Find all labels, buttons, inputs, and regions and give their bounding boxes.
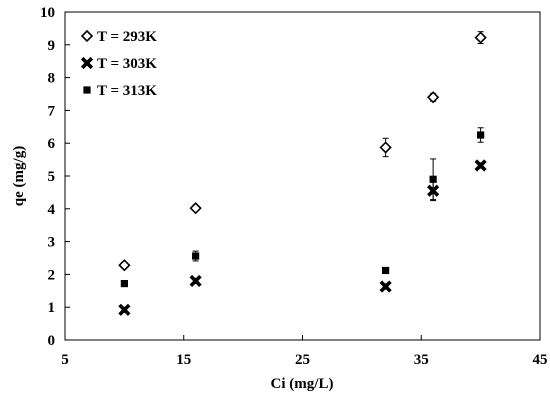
data-point-series-3: [429, 175, 437, 183]
legend-marker: [83, 86, 91, 94]
y-axis-title: qe (mg/g): [11, 146, 27, 206]
data-point-series-3: [382, 266, 390, 275]
y-tick-label: 2: [48, 267, 56, 283]
y-tick-label: 3: [48, 235, 56, 251]
data-point-series-1: [189, 202, 202, 215]
x-axis-ticks: 5 15 25 35 45: [61, 335, 548, 368]
legend-marker: [80, 29, 94, 43]
legend-item: T = 303K: [80, 56, 157, 72]
y-tick-label: 1: [48, 300, 56, 316]
x-tick-label: 45: [533, 352, 548, 368]
legend-marker: [80, 56, 94, 70]
legend-item: T = 313K: [83, 83, 157, 99]
data-point-series-2: [427, 184, 440, 197]
y-tick-label: 4: [48, 202, 56, 218]
data-point-series-1: [379, 141, 392, 154]
x-tick-label: 5: [61, 352, 69, 368]
x-tick-label: 35: [414, 352, 429, 368]
legend-label: T = 303K: [97, 56, 157, 72]
data-point-series-2: [379, 280, 392, 293]
data-point-series-2: [474, 159, 487, 172]
legend-label: T = 293K: [97, 29, 157, 45]
data-point-series-2: [118, 303, 131, 316]
y-tick-label: 8: [48, 71, 56, 87]
data-point-series-2: [189, 274, 202, 288]
x-axis-title: Ci (mg/L): [271, 376, 334, 392]
data-markers: [118, 31, 487, 316]
data-point-series-3: [192, 252, 200, 260]
legend-item: T = 293K: [80, 29, 157, 45]
data-point-series-1: [118, 259, 131, 272]
y-tick-label: 9: [48, 38, 56, 54]
x-tick-label: 25: [295, 352, 310, 368]
y-axis-ticks: 0 1 2 3 4 5 6 7 8 9 10: [40, 5, 70, 349]
y-tick-label: 6: [48, 136, 56, 152]
error-bars: [121, 31, 484, 313]
y-tick-label: 7: [48, 103, 56, 119]
data-point-series-1: [426, 91, 440, 104]
data-point-series-3: [477, 131, 485, 139]
y-tick-label: 10: [40, 5, 55, 21]
legend-label: T = 313K: [97, 83, 157, 99]
data-point-series-3: [120, 279, 128, 288]
y-tick-label: 5: [48, 169, 56, 185]
data-point-series-1: [474, 31, 487, 44]
legend: T = 293K T = 303K T = 313K: [80, 29, 157, 99]
y-tick-label: 0: [48, 333, 56, 349]
x-tick-label: 15: [176, 352, 191, 368]
